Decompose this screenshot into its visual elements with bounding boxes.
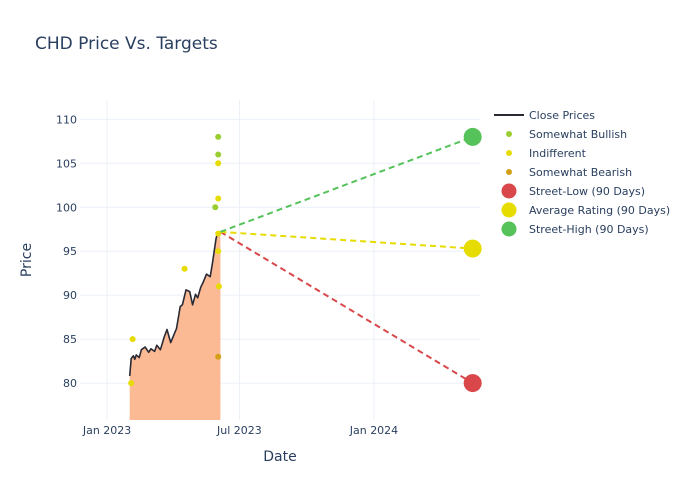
legend-label: Somewhat Bearish [529, 166, 632, 179]
y-tick-label: 80 [63, 377, 77, 390]
legend-swatch-marker [501, 221, 517, 237]
x-tick-label: Jan 2024 [349, 424, 398, 437]
legend-swatch-point [506, 131, 512, 137]
grid-layer [80, 100, 480, 420]
rating-point [215, 133, 222, 140]
target-line [220, 230, 473, 250]
close-price-line [128, 231, 221, 377]
point-layer [128, 133, 222, 387]
rating-point [128, 380, 135, 387]
chart-title: CHD Price Vs. Targets [35, 34, 218, 54]
rating-point [215, 283, 222, 290]
rating-point [215, 248, 222, 255]
legend-label: Somewhat Bullish [529, 128, 627, 141]
target-layer [219, 127, 482, 393]
legend-label: Average Rating (90 Days) [529, 204, 670, 217]
rating-point [215, 151, 222, 158]
target-line [219, 231, 474, 384]
rating-point [215, 353, 222, 360]
legend-swatch-point [506, 150, 512, 156]
x-axis-title: Date [263, 449, 296, 465]
legend-swatch-point [506, 169, 512, 175]
rating-point [215, 160, 222, 167]
y-tick-label: 90 [63, 289, 77, 302]
target-marker [463, 374, 482, 393]
x-tick-label: Jul 2023 [216, 424, 262, 437]
y-tick-label: 85 [63, 333, 77, 346]
legend-label: Street-High (90 Days) [529, 223, 649, 236]
rating-point [215, 195, 222, 202]
target-marker [463, 127, 482, 146]
y-axis-title: Price [19, 243, 35, 277]
y-tick-label: 105 [56, 157, 77, 170]
legend-label: Indifferent [529, 147, 587, 160]
legend-swatch-marker [501, 202, 517, 218]
rating-point [215, 230, 222, 237]
area-layer [129, 231, 221, 420]
rating-point [129, 336, 136, 343]
y-tick-label: 110 [56, 113, 77, 126]
tick-layer: 80 85 90 95 100 105 110 Jan 2023 Jul 2023 Jan 202… [56, 113, 398, 437]
close-price-area [129, 231, 221, 420]
y-tick-label: 100 [56, 201, 77, 214]
rating-point [181, 265, 188, 272]
rating-point [212, 204, 219, 211]
legend-label: Street-Low (90 Days) [529, 185, 645, 198]
legend-swatch-marker [501, 183, 517, 199]
target-line [220, 135, 474, 233]
legend-label: Close Prices [529, 109, 595, 122]
x-tick-label: Jan 2023 [82, 424, 131, 437]
line-layer [128, 231, 221, 377]
y-tick-label: 95 [63, 245, 77, 258]
legend[interactable]: Close Prices Somewhat Bullish Indifferent S… [494, 109, 670, 237]
target-marker [463, 239, 482, 258]
